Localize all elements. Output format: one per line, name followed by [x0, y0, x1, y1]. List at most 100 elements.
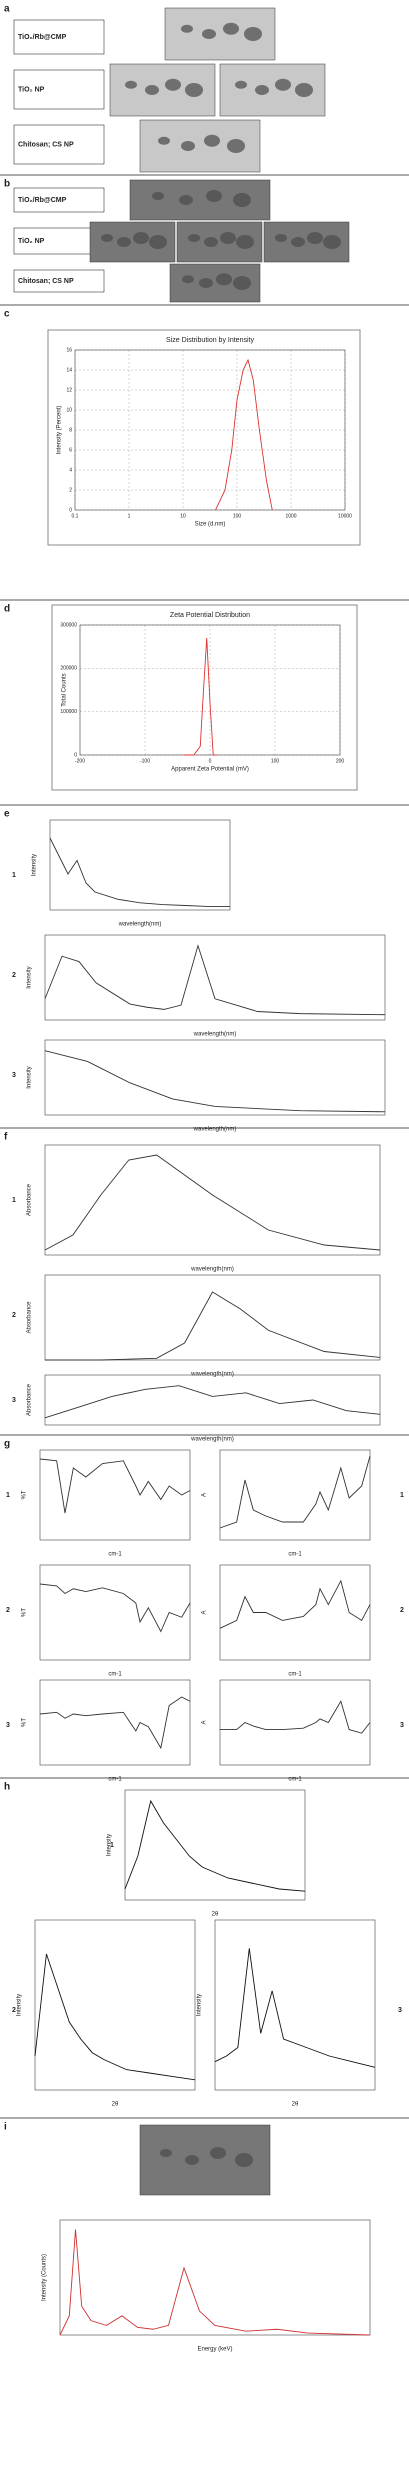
plot-area	[79, 624, 341, 756]
data-line	[215, 358, 273, 511]
chart-title: Zeta Potential Distribution	[170, 612, 250, 619]
y-axis-label: Intensity	[32, 854, 38, 876]
y-axis-label: Absorbance	[27, 1383, 33, 1416]
plot-area	[219, 1449, 371, 1541]
particle	[216, 273, 232, 286]
particle	[158, 136, 170, 145]
x-axis-label: cm-1	[108, 1777, 122, 1783]
x-tick-label: 1	[128, 513, 131, 519]
x-axis-label: cm-1	[108, 1552, 122, 1558]
y-tick-label: 8	[69, 427, 72, 433]
particle	[291, 237, 305, 247]
particle	[233, 193, 251, 207]
plot-area	[49, 819, 231, 911]
x-axis-label: cm-1	[288, 1777, 302, 1783]
y-axis-label: Absorbance	[27, 1183, 33, 1216]
data-line	[220, 1700, 371, 1734]
particle	[227, 139, 245, 153]
row-label: TiO₂ NP	[18, 86, 45, 93]
panel-label: b	[4, 179, 10, 190]
particle	[275, 78, 291, 91]
y-axis-label: A	[202, 1610, 208, 1614]
particle	[235, 2153, 253, 2167]
row-label-box	[13, 187, 105, 213]
data-line	[34, 1953, 196, 2081]
particle	[206, 190, 222, 202]
particle	[165, 78, 181, 91]
particle	[182, 275, 194, 284]
chart-title: Size Distribution by Intensity	[166, 337, 254, 344]
data-line	[45, 1291, 381, 1361]
plot-area	[44, 1374, 381, 1426]
y-tick-label: 300000	[60, 622, 77, 628]
particle	[204, 237, 218, 247]
panel-label: a	[4, 4, 10, 15]
y-axis-label: Intensity (Percent)	[57, 406, 63, 455]
row-number: 3	[398, 2007, 402, 2014]
particle	[202, 29, 216, 39]
row-number: 1	[12, 872, 16, 879]
plot-area	[44, 1144, 381, 1256]
data-line	[49, 837, 230, 907]
y-axis-label: Total Counts	[62, 673, 68, 706]
particle	[210, 2147, 226, 2159]
x-axis-label: Energy (keV)	[197, 2347, 232, 2353]
x-axis-label: Size (d.nm)	[195, 522, 226, 528]
particle	[181, 24, 193, 33]
plot-area	[124, 1789, 306, 1901]
x-axis-label: wavelength(nm)	[193, 1127, 237, 1133]
y-axis-label: Absorbance	[27, 1301, 33, 1334]
row-number: 2	[12, 2007, 16, 2014]
particle	[133, 232, 149, 244]
data-line	[44, 1050, 386, 1113]
data-line	[59, 2229, 371, 2336]
particle	[181, 141, 195, 151]
particle	[179, 195, 193, 205]
row-label-box	[13, 124, 105, 165]
y-tick-label: 16	[66, 347, 72, 353]
y-axis-label: Intensity	[17, 1994, 23, 2016]
x-tick-label: -100	[140, 758, 150, 764]
y-axis-label: %T	[22, 1718, 28, 1727]
panel-label: i	[4, 2122, 7, 2133]
panel-label: e	[4, 809, 10, 820]
row-label: Chitosan; CS NP	[18, 141, 74, 148]
y-axis-label: %T	[22, 1608, 28, 1617]
row-number: 3	[400, 1722, 404, 1729]
plot-area	[59, 2219, 371, 2336]
plot-area	[39, 1449, 191, 1541]
particle	[275, 234, 287, 242]
particle	[152, 192, 164, 200]
row-label: TiO₂/Rb@CMP	[18, 197, 67, 204]
x-axis-label: wavelength(nm)	[190, 1267, 234, 1273]
particle	[244, 27, 262, 41]
row-number: 1	[12, 1197, 16, 1204]
y-axis-label: Intensity (Counts)	[42, 2254, 48, 2301]
row-label-box	[13, 19, 105, 55]
x-axis-label: 2θ	[292, 2102, 299, 2108]
plot-area	[44, 1039, 386, 1116]
x-axis-label: cm-1	[108, 1672, 122, 1678]
x-tick-label: 100	[271, 758, 280, 764]
particle	[188, 234, 200, 242]
x-tick-label: -200	[75, 758, 85, 764]
x-tick-label: 10000	[338, 513, 352, 519]
row-label: TiO₂/Rb@CMP	[18, 34, 67, 41]
data-line	[39, 1583, 191, 1633]
x-axis-label: 2θ	[212, 1912, 219, 1918]
y-tick-label: 14	[66, 367, 72, 373]
particle	[233, 276, 251, 290]
particle	[199, 278, 213, 288]
plot-area	[214, 1919, 376, 2091]
x-tick-label: 1000	[285, 513, 296, 519]
plot-area	[39, 1564, 191, 1661]
row-number: 3	[6, 1722, 10, 1729]
particle	[235, 80, 247, 89]
data-line	[184, 637, 217, 756]
plot-area	[74, 349, 346, 511]
particle	[307, 232, 323, 244]
row-number: 2	[6, 1607, 10, 1614]
particle	[185, 83, 203, 97]
x-axis-label: wavelength(nm)	[190, 1437, 234, 1443]
